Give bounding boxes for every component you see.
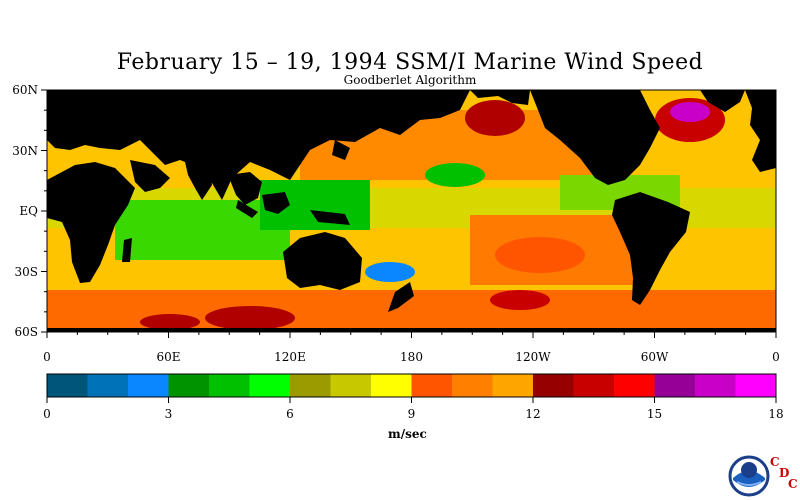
colorbar-units: m/sec: [388, 427, 427, 441]
map-frame: [46, 89, 777, 333]
colorbar-swatch: [492, 374, 534, 397]
land-new-guinea: [310, 210, 350, 225]
colorbar: [46, 373, 777, 403]
field-trade-calm: [425, 163, 485, 187]
lon-label: 60E: [156, 350, 181, 364]
colorbar-swatch: [371, 374, 412, 397]
field-southern-storm-3: [490, 290, 550, 310]
land-japan: [332, 140, 350, 160]
land-australia: [283, 232, 362, 290]
land-new-zealand: [388, 282, 414, 312]
field-north-pacific-storm: [465, 100, 525, 136]
land-africa: [47, 162, 135, 283]
lat-label: 60S: [14, 325, 39, 339]
colorbar-tick-label: 0: [43, 407, 51, 421]
land-se-asia: [228, 172, 262, 205]
land-sumatra: [236, 200, 258, 218]
land-antarctic-edge: [47, 328, 776, 332]
colorbar-swatch: [573, 374, 615, 397]
field-southern-storm-2: [140, 314, 200, 330]
lat-label: EQ: [19, 204, 38, 218]
land-europe-west: [745, 90, 776, 172]
colorbar-swatch: [168, 374, 210, 397]
colorbar-swatch: [87, 374, 129, 397]
colorbar-tick-label: 3: [164, 407, 173, 421]
lat-label: 60N: [12, 83, 38, 97]
field-north-atlantic-core: [670, 102, 710, 122]
colorbar-tick-label: 6: [286, 407, 294, 421]
colorbar-tick-label: 15: [646, 407, 663, 421]
colorbar-swatch: [128, 374, 169, 397]
lon-label: 60W: [640, 350, 669, 364]
lon-label: 180: [400, 350, 423, 364]
land-borneo: [262, 192, 290, 214]
colorbar-tick-label: 9: [407, 407, 416, 421]
land-north-america: [530, 90, 660, 185]
colorbar-swatch: [695, 374, 736, 397]
field-southern-storm-1: [205, 306, 295, 330]
land-madagascar: [122, 238, 132, 262]
longitude-ticks: [46, 332, 777, 338]
chart-title: February 15 – 19, 1994 SSM/I Marine Wind…: [116, 50, 704, 75]
colorbar-tick-label: 12: [525, 407, 541, 421]
colorbar-swatch: [249, 374, 291, 397]
land-greenland: [700, 90, 745, 112]
land-india: [185, 162, 212, 200]
lon-label: 120W: [515, 350, 551, 364]
field-south-pacific-gale: [495, 237, 585, 273]
land-eurasia: [47, 90, 470, 200]
colorbar-swatch: [654, 374, 696, 397]
cdc-letter-c2: C: [788, 477, 798, 491]
noaa-logo: [728, 455, 770, 497]
lon-label: 0: [43, 350, 51, 364]
colorbar-swatch: [330, 374, 372, 397]
land-arabia: [130, 160, 170, 192]
lat-label: 30S: [14, 264, 39, 279]
colorbar-swatch: [452, 374, 493, 397]
colorbar-swatch: [209, 374, 250, 397]
colorbar-swatch: [411, 374, 453, 397]
latitude-ticks: [41, 89, 47, 333]
chart-subtitle: Goodberlet Algorithm: [343, 73, 477, 87]
field-tasman-calm: [365, 262, 415, 282]
lon-label: 0: [772, 350, 780, 364]
land-south-america: [612, 192, 690, 305]
colorbar-swatch: [290, 374, 331, 397]
colorbar-swatch: [47, 374, 88, 397]
land-alaska: [470, 90, 530, 105]
lat-label: 30N: [12, 143, 38, 158]
lon-label: 120E: [274, 350, 306, 364]
colorbar-tick-label: 18: [768, 407, 784, 421]
colorbar-swatch: [614, 374, 655, 397]
cdc-letter-c1: C: [770, 455, 780, 469]
cdc-letter-d: D: [779, 466, 790, 480]
colorbar-swatch: [533, 374, 574, 397]
colorbar-swatch: [735, 374, 777, 397]
